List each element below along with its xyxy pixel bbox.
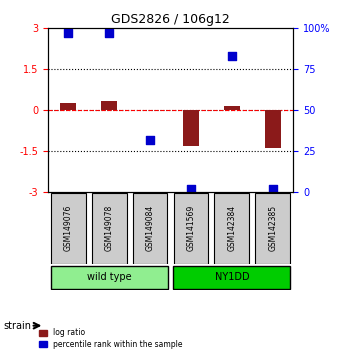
FancyBboxPatch shape <box>92 194 127 264</box>
Text: NY1DD: NY1DD <box>214 272 249 282</box>
FancyBboxPatch shape <box>174 194 208 264</box>
FancyBboxPatch shape <box>50 266 168 289</box>
Text: GSM149084: GSM149084 <box>146 205 154 251</box>
Text: GSM142384: GSM142384 <box>227 205 236 251</box>
Text: GSM149076: GSM149076 <box>64 205 73 251</box>
Point <box>270 186 276 192</box>
Text: GSM141569: GSM141569 <box>187 205 195 251</box>
Text: GSM142385: GSM142385 <box>268 205 277 251</box>
Title: GDS2826 / 106g12: GDS2826 / 106g12 <box>111 13 230 26</box>
Bar <box>183 110 199 145</box>
Text: wild type: wild type <box>87 272 131 282</box>
Legend: log ratio, percentile rank within the sample: log ratio, percentile rank within the sa… <box>38 327 184 350</box>
FancyBboxPatch shape <box>255 194 290 264</box>
FancyBboxPatch shape <box>133 194 167 264</box>
FancyBboxPatch shape <box>173 266 291 289</box>
FancyBboxPatch shape <box>214 194 249 264</box>
FancyBboxPatch shape <box>51 194 86 264</box>
Bar <box>101 101 117 110</box>
Point <box>229 53 235 59</box>
Point <box>147 137 153 143</box>
Bar <box>224 106 240 110</box>
Bar <box>265 110 281 148</box>
Bar <box>60 103 76 110</box>
Point <box>106 30 112 36</box>
Point <box>65 30 71 36</box>
Point <box>188 186 194 192</box>
Text: strain: strain <box>3 321 31 331</box>
Text: GSM149078: GSM149078 <box>105 205 114 251</box>
